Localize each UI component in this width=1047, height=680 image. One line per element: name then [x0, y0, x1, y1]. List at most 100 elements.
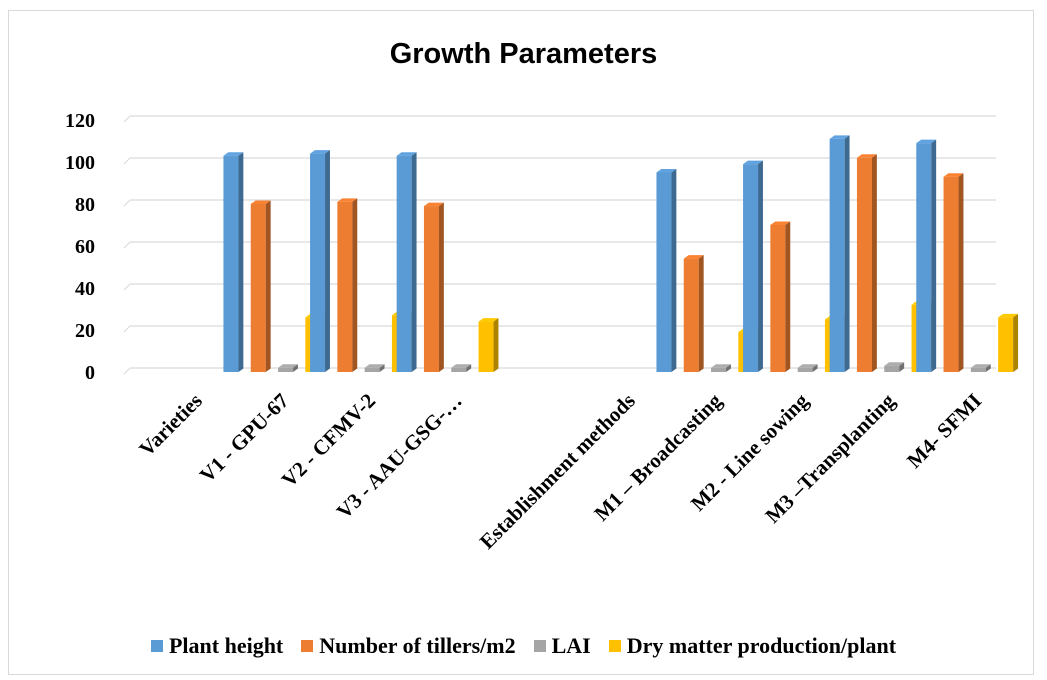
bar-front [998, 317, 1014, 372]
y-tick-label: 80 [75, 194, 95, 216]
bar [797, 364, 818, 372]
gridline-depth-6 [123, 115, 131, 123]
legend-label: Dry matter production/plant [626, 633, 897, 658]
bar-top [829, 135, 850, 139]
gridline-depth-0 [123, 367, 131, 375]
bar-front [364, 367, 380, 372]
bar-top [970, 364, 991, 368]
gridline-depth-5 [123, 157, 131, 165]
bar-front [770, 225, 786, 372]
bar-side [293, 364, 298, 372]
bar-side [352, 198, 358, 372]
gridline-depth-3 [123, 241, 131, 249]
bar [278, 364, 298, 372]
legend-swatch [533, 640, 546, 652]
bar-front [396, 155, 412, 372]
bar-top [856, 154, 877, 158]
bar-side [931, 139, 937, 372]
bar [884, 362, 905, 372]
bar-side [265, 200, 271, 372]
bar-front [884, 365, 900, 372]
bar-side [899, 362, 905, 372]
bar-top [396, 152, 417, 156]
bar [250, 200, 271, 372]
bar-side [671, 169, 677, 372]
legend-label: Plant height [168, 633, 284, 658]
bar-side [698, 255, 704, 372]
bar-side [238, 152, 244, 372]
legend-label: LAI [551, 633, 591, 658]
y-tick-label: 100 [65, 152, 95, 174]
bar-top [797, 364, 818, 368]
bar-top [770, 221, 791, 225]
bar-front [451, 367, 467, 372]
bar-front [797, 367, 813, 372]
bar [337, 198, 358, 372]
x-tick-label: Establishment methods [475, 389, 640, 554]
y-tick-label: 40 [75, 278, 95, 300]
legend-swatch [608, 640, 621, 652]
bar-top [423, 202, 444, 207]
x-tick-label: M4- SFMI [902, 389, 986, 473]
legend-label: Number of tillers/m2 [319, 633, 516, 658]
bar-top [223, 152, 244, 156]
bar [943, 173, 964, 372]
bar-side [985, 364, 991, 372]
bar [856, 154, 877, 372]
bar [683, 255, 704, 372]
bar [364, 364, 385, 372]
y-tick-label: 60 [75, 236, 95, 258]
bar [451, 364, 472, 372]
bar [998, 313, 1019, 372]
bar-front [711, 367, 727, 372]
legend-item: Number of tillers/m2 [301, 633, 516, 659]
bar-top [683, 255, 704, 259]
bar-side [958, 173, 964, 372]
bar [478, 318, 499, 372]
y-tick-label: 0 [85, 362, 95, 384]
bar-top [478, 318, 499, 322]
bar-top [250, 200, 271, 204]
bar [770, 221, 791, 372]
bar-side [785, 221, 791, 372]
bar-front [310, 153, 326, 372]
bar-side [438, 202, 444, 372]
bar-side [379, 364, 385, 372]
legend-item: Dry matter production/plant [608, 633, 897, 659]
bar-side [1013, 313, 1019, 372]
legend-swatch [301, 640, 314, 652]
gridline-depth-4 [123, 199, 131, 207]
bar-front [856, 157, 872, 372]
bar-side [758, 160, 763, 372]
bar-front [943, 176, 959, 372]
bar-side [812, 364, 818, 372]
bar [743, 160, 763, 372]
bar-front [337, 201, 353, 372]
bar-front [916, 143, 932, 372]
bar-front [743, 164, 759, 372]
y-tick-label: 120 [65, 110, 95, 132]
bar-side [844, 135, 850, 372]
legend-item: LAI [533, 633, 591, 659]
y-tick-label: 20 [75, 320, 95, 342]
bar-front [250, 204, 266, 372]
bar-front [970, 367, 986, 372]
bar [423, 202, 444, 372]
legend-item: Plant height [150, 633, 284, 659]
bar [916, 139, 937, 372]
bar-front [423, 206, 439, 372]
bar-front [683, 258, 699, 372]
bar-top [310, 150, 330, 154]
bar-side [493, 318, 499, 372]
bar-front [278, 367, 294, 372]
bar-top [998, 313, 1019, 318]
bar [396, 152, 417, 372]
bar-top [884, 362, 905, 366]
bar-front [478, 321, 494, 372]
gridline-depth-2 [123, 283, 131, 291]
chart-legend: Plant height Number of tillers/m2 LAI Dry m… [0, 633, 1047, 659]
bar-side [871, 154, 877, 372]
bar [656, 169, 677, 372]
bar-front [656, 172, 672, 372]
bar-side [466, 364, 472, 372]
